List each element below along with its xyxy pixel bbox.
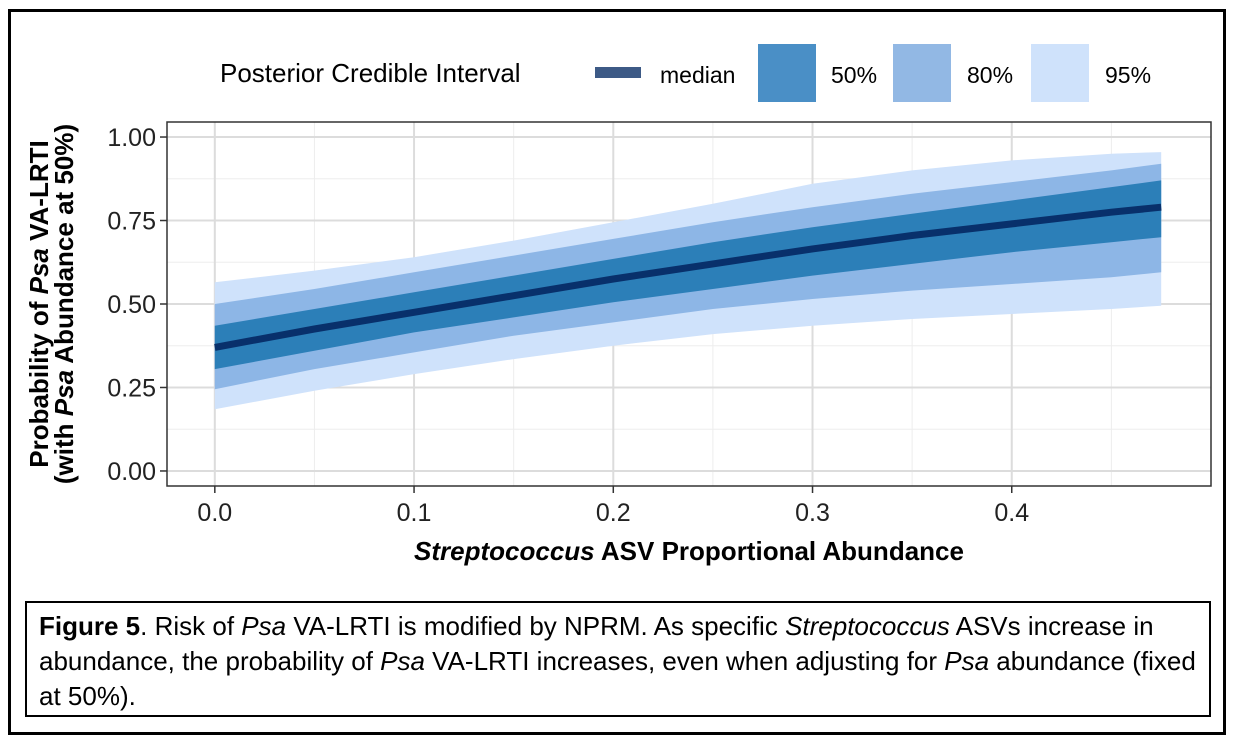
legend-key-median — [595, 67, 641, 78]
caption-text-1: . Risk of — [140, 611, 242, 641]
caption-text-5: abundance (fixed at 50%). — [39, 646, 1196, 711]
caption-text-2: VA-LRTI is modified by NPRM. As specific — [286, 611, 786, 641]
caption-text-4: VA-LRTI increases, even when adjusting f… — [424, 646, 945, 676]
figure-caption: Figure 5. Risk of Psa VA-LRTI is modifie… — [25, 601, 1211, 717]
y-tick-label: 1.00 — [107, 124, 156, 152]
legend-title: Posterior Credible Interval — [220, 58, 521, 88]
caption-italic-1: Psa — [241, 611, 287, 641]
legend-label-80: 80% — [967, 62, 1013, 88]
caption-fig-label: Figure 5 — [39, 611, 141, 641]
x-tick-label: 0.3 — [795, 499, 830, 527]
caption-text-3: ASVs increase in abundance, the probabil… — [39, 611, 1154, 676]
band-50 — [214, 180, 1162, 370]
x-tick-label: 0.4 — [994, 499, 1029, 527]
legend-label-median: median — [660, 62, 735, 88]
legend-key-80 — [893, 44, 951, 102]
y-axis: 0.00 0.25 0.50 0.75 1.00 — [107, 124, 167, 486]
median-line-group — [214, 203, 1162, 351]
legend-label-50: 50% — [831, 62, 877, 88]
legend-label-95: 95% — [1105, 62, 1151, 88]
x-tick-label: 0.2 — [596, 499, 631, 527]
legend: Posterior Credible Interval median 50% 8… — [220, 44, 1151, 102]
legend-key-50 — [758, 44, 816, 102]
y-axis-title: Probability of Psa VA-LRTI (with Psa Abu… — [24, 124, 79, 484]
y-tick-label: 0.00 — [107, 458, 156, 486]
credible-bands — [214, 152, 1162, 410]
caption-italic-3: Psa — [380, 646, 425, 676]
median-line — [214, 203, 1162, 351]
y-tick-label: 0.75 — [107, 208, 156, 236]
caption-italic-4: Psa — [944, 646, 990, 676]
y-tick-label: 0.25 — [107, 374, 156, 402]
caption-italic-2: Streptococcus — [785, 611, 950, 641]
y-axis-title-line1: Probability of Psa VA-LRTI — [24, 140, 54, 467]
legend-key-95 — [1031, 44, 1089, 102]
x-axis: 0.0 0.1 0.2 0.3 0.4 — [197, 486, 1029, 527]
x-tick-label: 0.0 — [197, 499, 232, 527]
y-tick-label: 0.50 — [107, 291, 156, 319]
x-tick-label: 0.1 — [397, 499, 432, 527]
y-axis-title-line2: (with Psa Abundance at 50%) — [49, 124, 79, 484]
x-axis-title: Streptococcus ASV Proportional Abundance — [414, 536, 964, 566]
